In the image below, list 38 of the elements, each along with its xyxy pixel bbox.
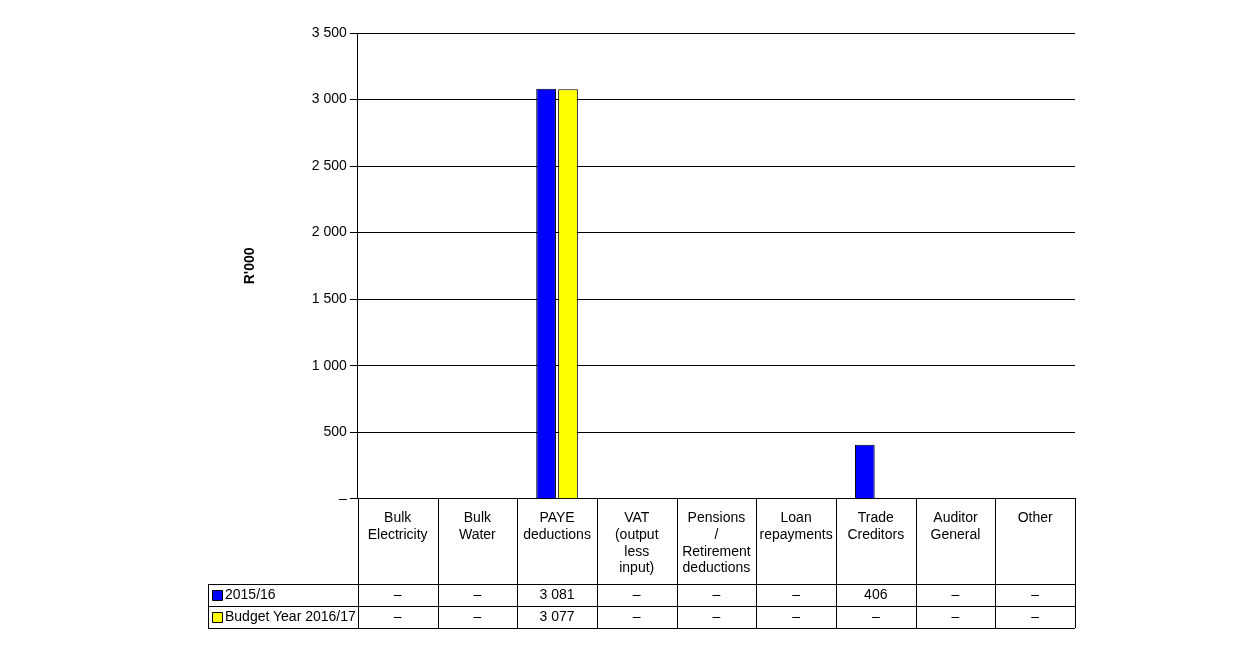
legend-label: 2015/16	[225, 585, 276, 602]
data-label: –	[1031, 607, 1040, 624]
data-label: –	[632, 585, 641, 602]
data-label: –	[712, 607, 721, 624]
data-label: –	[792, 585, 801, 602]
data-label: –	[632, 607, 641, 624]
data-label: –	[792, 607, 801, 624]
data-label: 3 077	[539, 607, 575, 624]
y-tick-label: –	[339, 489, 348, 506]
data-label: –	[393, 607, 402, 624]
data-label: –	[1031, 585, 1040, 602]
x-tick-label: Trade Creditors	[847, 509, 905, 542]
x-tick-label: Bulk Water	[458, 509, 497, 542]
legend-label: Budget Year 2016/17	[225, 607, 357, 624]
data-label: –	[871, 607, 880, 624]
data-label: –	[951, 607, 960, 624]
x-tick-label: Auditor General	[930, 509, 981, 542]
y-tick-label: 3 500	[311, 23, 348, 40]
y-tick-label: 3 000	[311, 90, 348, 107]
x-tick-label: Other	[1017, 509, 1053, 526]
data-label: 3 081	[539, 585, 575, 602]
x-tick-label: Pensions / Retirement deductions	[682, 509, 751, 576]
x-tick-label: Loan repayments	[759, 509, 833, 542]
x-tick-label: Bulk Electricity	[367, 509, 428, 542]
data-label: –	[712, 585, 721, 602]
data-label: –	[951, 585, 960, 602]
data-label: –	[393, 585, 402, 602]
data-label: –	[473, 607, 482, 624]
y-tick-label: 2 500	[311, 156, 348, 173]
x-tick-label: VAT (output less input)	[614, 509, 659, 576]
y-tick-label: 500	[323, 423, 348, 440]
y-tick-label: 2 000	[311, 223, 348, 240]
y-tick-label: 1 000	[311, 356, 348, 373]
data-label: 406	[864, 585, 888, 602]
data-label: –	[473, 585, 482, 602]
x-tick-label: PAYE deductions	[523, 509, 591, 542]
y-axis-title: R'000	[241, 247, 258, 285]
y-tick-label: 1 500	[311, 290, 348, 307]
